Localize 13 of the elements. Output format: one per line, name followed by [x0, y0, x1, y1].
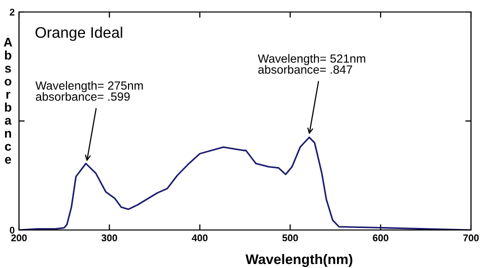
x-tick-label: 500: [282, 234, 298, 242]
text: Absorbance: [4, 38, 12, 164]
annotation: Wavelength= 521nm absorbance= .847: [258, 54, 366, 74]
annotation: Wavelength= 275nm absorbance= .599: [35, 81, 143, 101]
x-tick-label: 700: [463, 234, 479, 242]
x-tick-label: 300: [102, 234, 118, 242]
y-tick-label: 0: [10, 226, 14, 234]
x-axis-title: Wavelength(nm): [246, 254, 352, 267]
x-tick-label: 200: [11, 234, 27, 242]
x-tick-label: 600: [372, 234, 388, 242]
text: Orange Ideal: [36, 26, 122, 41]
y-tick-label: 2: [10, 8, 14, 16]
x-tick-label: 400: [192, 234, 208, 242]
